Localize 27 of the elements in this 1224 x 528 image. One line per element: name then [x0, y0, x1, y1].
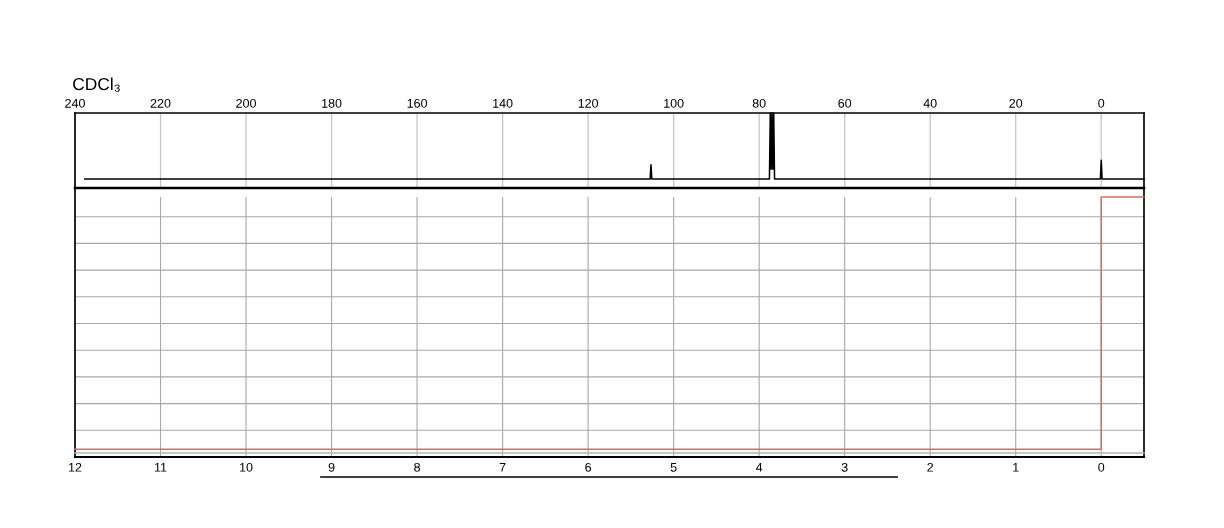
- x-tick-label: 12: [69, 462, 82, 472]
- x-tick-label: 120: [578, 98, 599, 108]
- x-tick-label: 0: [1098, 98, 1105, 108]
- x-tick-label: 60: [838, 98, 852, 108]
- x-tick-label: 9: [328, 462, 335, 472]
- text: CDCl₃: [73, 77, 120, 92]
- x-tick-label: 5: [670, 463, 677, 472]
- x-tick-label: 40: [923, 98, 937, 108]
- x-tick-label: 100: [664, 98, 684, 108]
- x-tick-label: 6: [585, 462, 592, 472]
- x-tick-label: 20: [1009, 98, 1023, 108]
- x-tick-label: 11: [154, 463, 167, 472]
- x-tick-label: 220: [150, 98, 171, 108]
- x-tick-label: 10: [240, 462, 253, 472]
- x-tick-label: 180: [322, 98, 342, 108]
- x-tick-label: 2: [927, 462, 934, 472]
- x-tick-label: 0: [1098, 462, 1105, 472]
- x-tick-label: 140: [493, 98, 513, 108]
- x-tick-label: 80: [752, 98, 766, 108]
- x-tick-label: 7: [499, 463, 506, 472]
- x-tick-label: 8: [414, 462, 421, 472]
- x-tick-label: 4: [755, 463, 763, 472]
- x-tick-label: 240: [65, 98, 85, 108]
- x-tick-label: 160: [407, 98, 428, 108]
- x-tick-label: 1: [1013, 463, 1019, 472]
- x-tick-label: 3: [841, 462, 848, 472]
- x-tick-label: 200: [236, 98, 256, 108]
